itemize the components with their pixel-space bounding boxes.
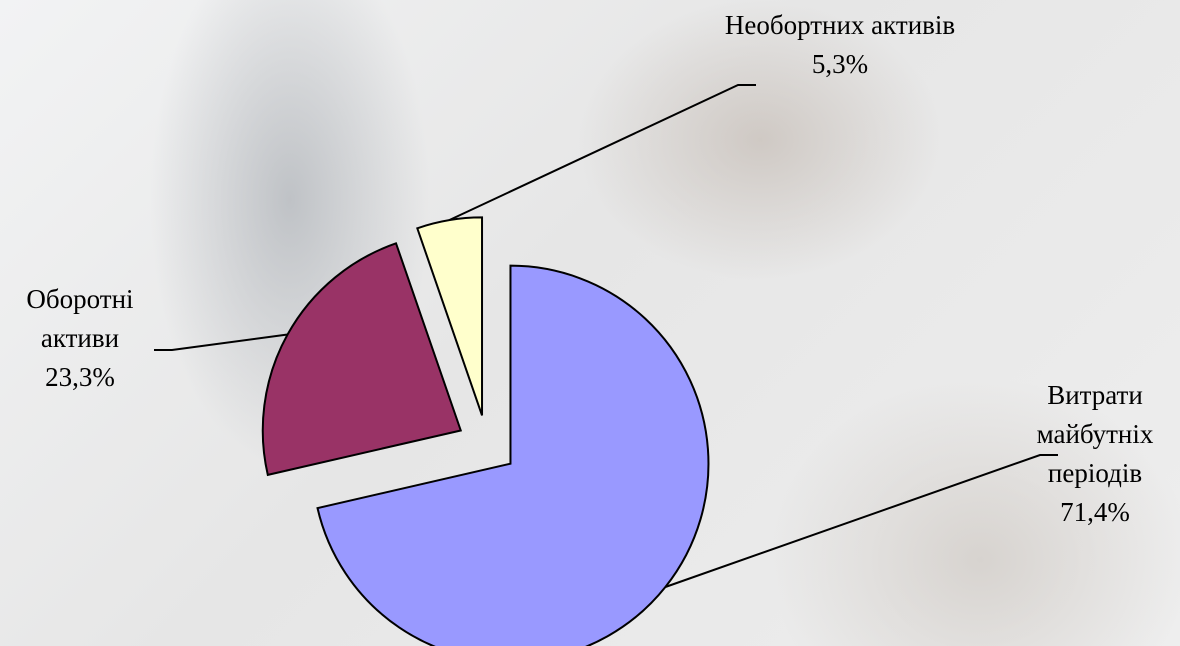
pie-slice (261, 242, 463, 477)
value-label: 5,3% (811, 49, 869, 80)
leader-line (448, 84, 756, 222)
slice-label: Витрати майбутніх періодів 71,4% (1000, 376, 1180, 533)
slice-label: Необортних активів 5,3% (720, 6, 960, 84)
slice-label: Оборотні активи 23,3% (0, 280, 160, 397)
value-label: 23,3% (45, 362, 115, 393)
pie-slice (316, 264, 710, 646)
leader-line (154, 333, 288, 351)
value-label: 71,4% (1060, 497, 1130, 528)
leader-line (665, 454, 1058, 588)
